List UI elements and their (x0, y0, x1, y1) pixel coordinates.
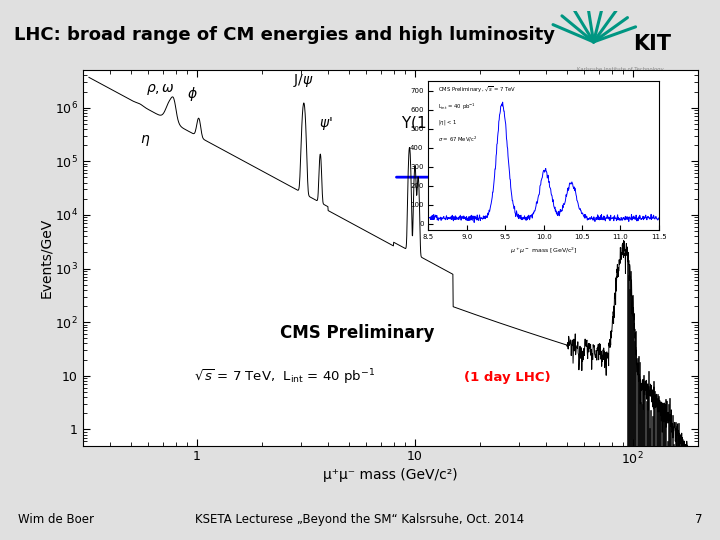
Text: Z: Z (636, 209, 647, 227)
Text: $\Upsilon(1,2,3S)$: $\Upsilon(1,2,3S)$ (402, 114, 478, 132)
Text: KSETA Lecturese „Beyond the SM“ Kalsrsuhe, Oct. 2014: KSETA Lecturese „Beyond the SM“ Kalsrsuh… (195, 513, 525, 526)
Text: $\eta$: $\eta$ (140, 133, 150, 147)
Text: KIT: KIT (634, 35, 671, 55)
Text: $\rho,\omega$: $\rho,\omega$ (146, 82, 175, 97)
Text: CMS Preliminary, $\sqrt{s}$ = 7 TeV: CMS Preliminary, $\sqrt{s}$ = 7 TeV (438, 85, 516, 95)
Text: $\sqrt{s}$ = 7 TeV,  L$_{\rm int}$ = 40 pb$^{-1}$: $\sqrt{s}$ = 7 TeV, L$_{\rm int}$ = 40 p… (194, 368, 374, 388)
Text: $\sigma$ = 67 MeV/c$^2$: $\sigma$ = 67 MeV/c$^2$ (438, 134, 477, 144)
Text: |$\eta$| < 1: |$\eta$| < 1 (438, 118, 457, 127)
X-axis label: μ⁺μ⁻ mass (GeV/c²): μ⁺μ⁻ mass (GeV/c²) (323, 468, 458, 482)
Text: Wim de Boer: Wim de Boer (18, 513, 94, 526)
Text: CMS Preliminary: CMS Preliminary (280, 324, 434, 342)
Y-axis label: Events/GeV: Events/GeV (40, 218, 53, 298)
Text: (1 day LHC): (1 day LHC) (464, 372, 551, 384)
Text: $\psi$': $\psi$' (319, 115, 333, 132)
X-axis label: $\mu^+\mu^-$ mass [GeV/c$^2$]: $\mu^+\mu^-$ mass [GeV/c$^2$] (510, 246, 577, 256)
Text: 7: 7 (695, 513, 702, 526)
Text: Karlsruhe Institute of Technology: Karlsruhe Institute of Technology (577, 68, 664, 72)
Text: $\phi$: $\phi$ (186, 85, 197, 104)
Text: LHC: broad range of CM energies and high luminosity: LHC: broad range of CM energies and high… (14, 26, 555, 44)
Text: L$_{\rm int}$ = 40 pb$^{-1}$: L$_{\rm int}$ = 40 pb$^{-1}$ (438, 102, 475, 112)
Text: J/$\psi$: J/$\psi$ (294, 72, 315, 89)
